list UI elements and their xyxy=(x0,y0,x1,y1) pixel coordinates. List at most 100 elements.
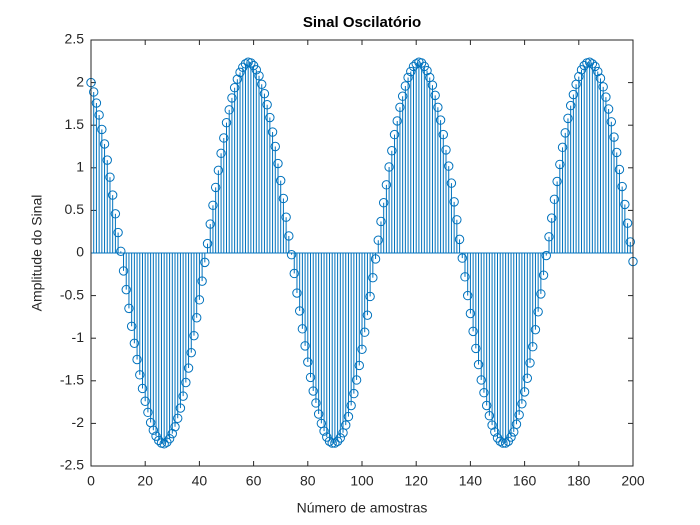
stem-marker xyxy=(473,359,484,370)
stem-marker xyxy=(490,427,500,437)
stem-marker xyxy=(97,124,107,135)
stem-marker xyxy=(362,310,373,320)
stem-marker xyxy=(121,284,131,295)
stem-marker xyxy=(381,180,392,190)
stem-marker xyxy=(484,411,495,421)
stem-marker xyxy=(210,182,221,193)
stem-marker xyxy=(498,438,508,448)
stem-marker xyxy=(365,291,375,302)
stem-marker xyxy=(565,100,576,111)
stem-marker xyxy=(430,90,440,101)
stem-marker xyxy=(238,62,248,72)
stem-marker xyxy=(208,200,218,210)
stem-marker xyxy=(335,433,346,443)
stem-marker xyxy=(438,129,448,140)
y-tick-label: 1 xyxy=(76,159,84,175)
stem-marker xyxy=(181,377,191,388)
stem-marker xyxy=(107,190,118,200)
stem-marker xyxy=(105,172,115,182)
stem-marker xyxy=(612,147,622,158)
stem-marker xyxy=(292,288,302,298)
stem-marker xyxy=(229,83,240,93)
stem-marker xyxy=(137,383,148,394)
stem-marker xyxy=(284,231,294,241)
stem-marker xyxy=(173,413,183,423)
stem-marker xyxy=(465,308,476,319)
stem-marker xyxy=(357,344,367,354)
stem-marker xyxy=(416,58,427,68)
x-axis-label: Número de amostras xyxy=(297,500,428,516)
stem-marker xyxy=(441,145,451,155)
stem-marker xyxy=(213,165,224,176)
y-tick-label: -1 xyxy=(72,329,85,345)
stem-marker xyxy=(433,102,443,113)
stem-marker xyxy=(262,100,272,110)
stem-marker xyxy=(525,358,535,368)
stem-marker xyxy=(547,213,557,223)
y-tick-label: 2 xyxy=(76,73,84,89)
stem-marker xyxy=(232,74,243,84)
stem-marker xyxy=(300,341,310,351)
stem-marker xyxy=(406,66,416,77)
stem-marker xyxy=(102,155,112,165)
stem-marker xyxy=(519,387,530,397)
stem-marker xyxy=(400,81,411,91)
stem-marker xyxy=(305,372,316,383)
stem-marker xyxy=(289,268,299,279)
stem-marker xyxy=(270,141,280,152)
stem-marker xyxy=(167,428,178,439)
stem-marker xyxy=(574,71,584,82)
stem-marker xyxy=(349,388,359,399)
stem-marker xyxy=(132,354,142,365)
stem-marker xyxy=(598,82,608,92)
stem-marker xyxy=(246,58,256,68)
stem-marker xyxy=(219,133,229,143)
stem-marker xyxy=(294,306,305,316)
stem-marker xyxy=(221,117,232,128)
stem-marker xyxy=(126,321,137,331)
stem-marker xyxy=(254,71,264,81)
stem-marker xyxy=(376,216,386,227)
stem-marker xyxy=(544,232,554,242)
stem-marker xyxy=(481,400,492,411)
stem-marker xyxy=(541,250,551,261)
stem-marker xyxy=(492,433,503,443)
stem-marker xyxy=(116,246,126,256)
stem-marker xyxy=(354,360,364,371)
stem-marker xyxy=(311,398,321,408)
stem-marker xyxy=(148,425,159,435)
stem-marker xyxy=(332,436,343,446)
stem-marker xyxy=(538,270,549,280)
stem-marker xyxy=(552,176,562,187)
stem-marker xyxy=(197,276,207,286)
stem-marker xyxy=(392,116,402,126)
stem-marker xyxy=(129,338,140,349)
stem-marker xyxy=(341,420,351,430)
stem-marker xyxy=(457,253,467,263)
stem-marker xyxy=(135,370,145,380)
stem-marker xyxy=(625,237,635,247)
x-tick-label: 120 xyxy=(405,473,429,489)
stem-marker xyxy=(479,388,489,398)
stem-marker xyxy=(319,426,329,436)
stem-marker xyxy=(313,409,324,419)
stem-marker xyxy=(224,105,234,115)
stem-marker xyxy=(435,115,446,125)
stem-marker xyxy=(395,102,405,113)
stem-marker xyxy=(227,93,237,103)
x-tick-label: 40 xyxy=(192,473,208,489)
stem-marker xyxy=(528,342,538,352)
stem-marker xyxy=(522,373,533,383)
stem-marker xyxy=(587,59,598,69)
stem-marker xyxy=(89,87,99,97)
stem-marker xyxy=(533,307,543,317)
stem-marker xyxy=(330,438,340,448)
stem-marker xyxy=(444,161,454,171)
x-tick-label: 20 xyxy=(137,473,153,489)
stem-marker xyxy=(140,396,150,406)
stem-marker xyxy=(549,194,560,205)
stem-marker xyxy=(297,324,308,334)
stem-marker xyxy=(595,73,606,84)
stem-marker xyxy=(617,181,627,192)
stem-marker xyxy=(143,407,153,418)
